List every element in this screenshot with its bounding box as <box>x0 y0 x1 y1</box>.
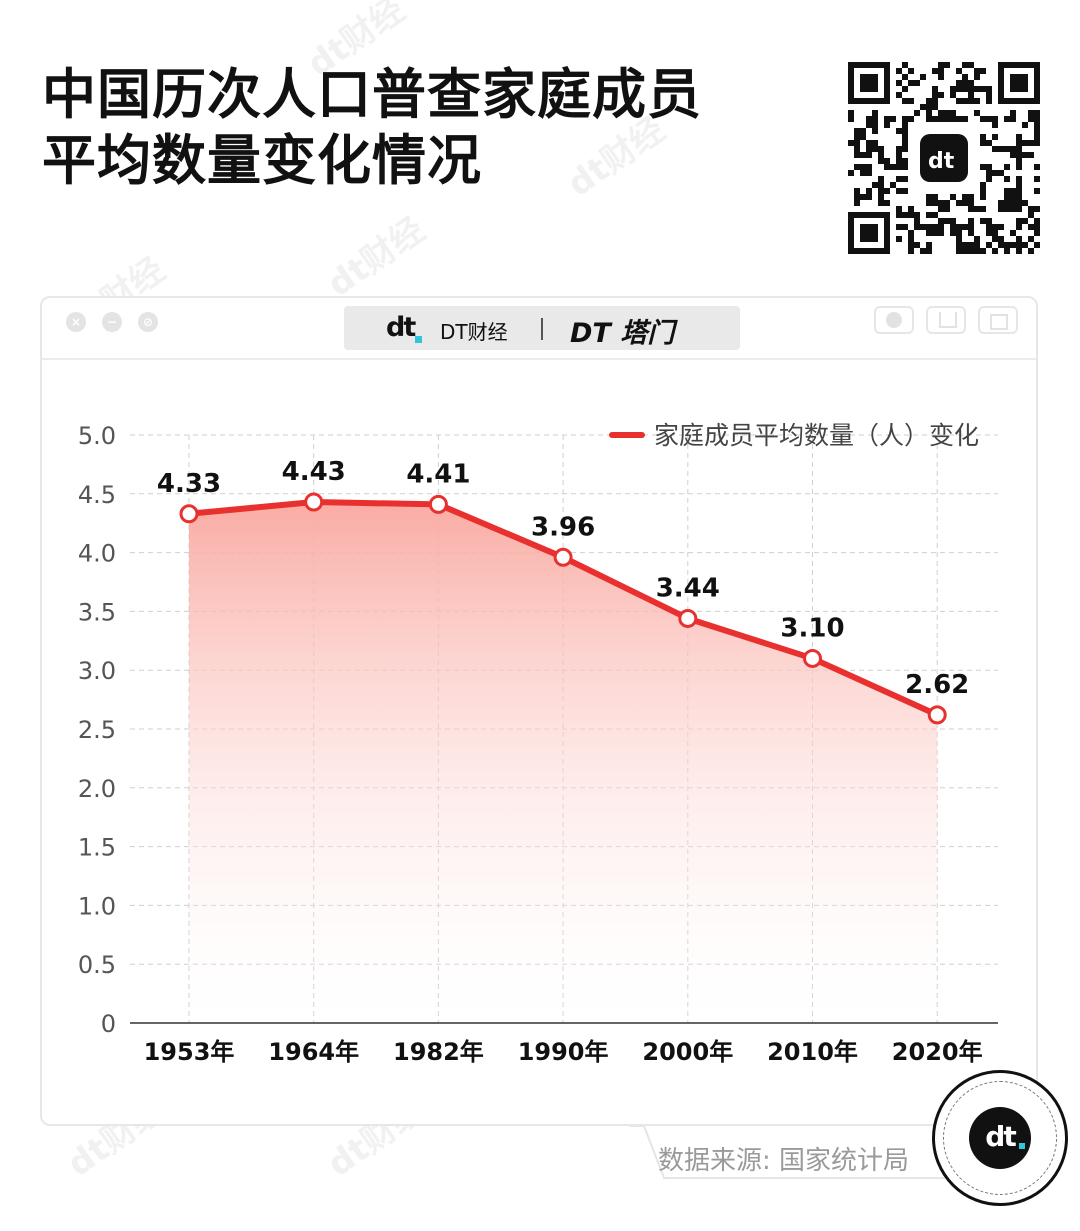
minimize-icon[interactable]: − <box>102 312 122 332</box>
y-tick-label: 4.0 <box>78 540 116 568</box>
y-tick-label: 0 <box>101 1010 116 1038</box>
source-tab <box>630 1126 950 1190</box>
x-tick-label: 1990年 <box>518 1038 609 1066</box>
x-tick-label: 2000年 <box>642 1038 733 1066</box>
badge-ring <box>943 1081 1057 1195</box>
title-line-1: 中国历次人口普查家庭成员 <box>42 63 702 126</box>
brand-pill: dt DT财经 DT 塔门 <box>344 306 740 350</box>
brand-dot-icon <box>415 336 422 343</box>
data-point <box>179 504 199 524</box>
legend: 家庭成员平均数量（人）变化 <box>609 421 979 450</box>
y-tick-label: 1.5 <box>78 834 116 862</box>
close-icon[interactable]: × <box>66 312 86 332</box>
x-tick-label: 2010年 <box>767 1038 858 1066</box>
data-point <box>927 705 947 725</box>
y-tick-label: 1.0 <box>78 892 116 920</box>
data-label: 4.43 <box>282 457 346 487</box>
data-point <box>553 547 573 567</box>
data-label: 3.44 <box>656 573 720 603</box>
y-tick-label: 2.5 <box>78 716 116 744</box>
data-point <box>803 648 822 668</box>
y-tick-label: 4.5 <box>78 481 116 509</box>
data-label: 4.41 <box>406 459 470 489</box>
y-tick-label: 2.0 <box>78 775 116 803</box>
title-line-2: 平均数量变化情况 <box>42 129 482 192</box>
copy-icon[interactable] <box>978 306 1018 334</box>
x-tick-label: 1953年 <box>144 1038 235 1066</box>
y-tick-label: 3.0 <box>78 657 116 685</box>
window-titlebar: × − ⊘ dt DT财经 DT 塔门 <box>42 298 1036 360</box>
record-icon[interactable] <box>874 306 914 334</box>
data-label: 4.33 <box>157 469 221 499</box>
area-fill <box>189 502 938 1024</box>
brand-name-secondary: DT 塔门 <box>570 318 675 349</box>
data-label: 3.96 <box>531 512 595 542</box>
share-icon[interactable] <box>926 306 966 334</box>
qr-code-icon: dt <box>848 62 1040 254</box>
data-label: 3.10 <box>780 613 844 643</box>
legend-label: 家庭成员平均数量（人）变化 <box>654 421 979 450</box>
badge-logo: dt <box>969 1107 1031 1169</box>
brand-logo: dt <box>386 312 416 343</box>
data-point <box>428 494 448 514</box>
data-point <box>678 608 698 628</box>
x-tick-label: 2020年 <box>892 1038 983 1066</box>
x-tick-label: 1964年 <box>268 1038 359 1066</box>
badge-dot-icon <box>1019 1143 1025 1149</box>
brand-divider <box>541 318 543 340</box>
brand-name: DT财经 <box>440 320 508 344</box>
x-tick-label: 1982年 <box>393 1038 484 1066</box>
data-source: 数据来源: 国家统计局 <box>658 1146 910 1176</box>
maximize-icon[interactable]: ⊘ <box>138 312 158 332</box>
y-tick-label: 3.5 <box>78 598 116 626</box>
brand-badge: dt <box>932 1070 1068 1206</box>
data-label: 2.62 <box>905 670 969 700</box>
page-title: 中国历次人口普查家庭成员 平均数量变化情况 <box>42 62 802 194</box>
qr-logo-text: dt <box>928 149 955 174</box>
y-tick-label: 0.5 <box>78 951 116 979</box>
data-point <box>304 492 324 512</box>
y-tick-label: 5.0 <box>78 422 116 450</box>
